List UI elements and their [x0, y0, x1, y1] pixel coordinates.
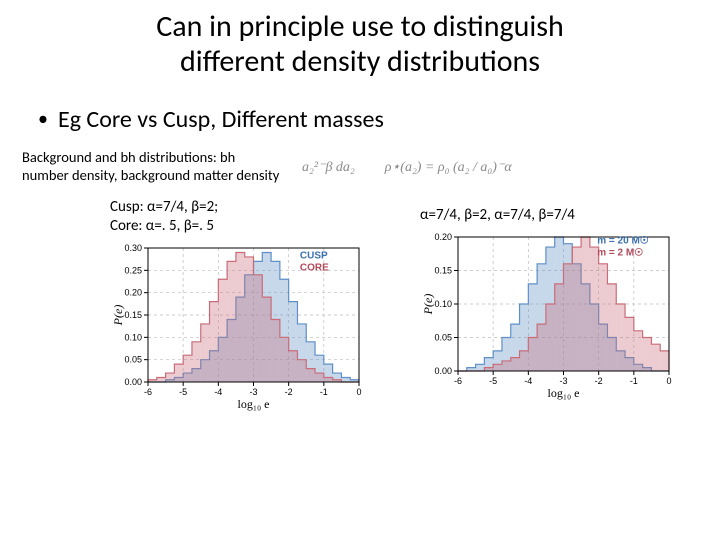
svg-text:-5: -5: [489, 376, 497, 386]
bullet-text: Eg Core vs Cusp, Different masses: [58, 105, 384, 134]
slide-title: Can in principle use to distinguish diff…: [0, 0, 720, 87]
svg-text:-2: -2: [285, 387, 293, 397]
svg-text:0.00: 0.00: [434, 366, 452, 376]
notes-and-formula-row: Background and bh distributions: bh numb…: [0, 134, 720, 184]
svg-text:0: 0: [666, 376, 671, 386]
svg-text:0.05: 0.05: [124, 354, 142, 364]
svg-text:0: 0: [356, 387, 361, 397]
svg-text:P(e): P(e): [111, 304, 125, 326]
svg-text:log₁₀ e: log₁₀ e: [547, 386, 579, 400]
svg-text:-2: -2: [595, 376, 603, 386]
svg-text:0.15: 0.15: [434, 266, 452, 276]
left-chart-caption: Cusp: α=7/4, β=2; Core: α=. 5, β=. 5: [110, 198, 380, 236]
svg-text:0.20: 0.20: [124, 287, 142, 297]
left-chart: -6 -5 -4 -3 -2 -1 0 0.00 0.05 0.10 0.15 0.20 0.25 0.3…: [110, 242, 365, 412]
svg-text:P(e): P(e): [421, 294, 435, 316]
bullet-icon: •: [38, 105, 48, 133]
left-chart-caption-line2: Core: α=. 5, β=. 5: [110, 217, 214, 235]
svg-text:-6: -6: [144, 387, 152, 397]
title-line-2: different density distributions: [180, 43, 540, 80]
background-note: Background and bh distributions: bh numb…: [22, 148, 282, 184]
svg-text:-6: -6: [454, 376, 462, 386]
svg-text:-5: -5: [179, 387, 187, 397]
left-chart-caption-line1: Cusp: α=7/4, β=2;: [110, 198, 218, 216]
right-chart: -6 -5 -4 -3 -2 -1 0 0.00 0.05 0.10 0.15 0.20 log₁₀ e…: [420, 231, 675, 401]
svg-text:0.30: 0.30: [124, 243, 142, 253]
charts-row: Cusp: α=7/4, β=2; Core: α=. 5, β=. 5 -6-…: [0, 184, 720, 412]
svg-text:0.20: 0.20: [434, 232, 452, 242]
svg-text:0.05: 0.05: [434, 333, 452, 343]
bullet-item: • Eg Core vs Cusp, Different masses: [0, 87, 720, 134]
svg-text:-4: -4: [214, 387, 222, 397]
right-chart-block: α=7/4, β=2, α=7/4, β=7/4 -6 -5 -4 -3 -2 -1 0 0.…: [420, 198, 690, 412]
svg-text:0.15: 0.15: [124, 310, 142, 320]
formula-2: ρ⋆(a₂) = ρ₀ (a₂ / a₀)⁻α: [385, 159, 512, 176]
svg-text:0.10: 0.10: [434, 299, 452, 309]
svg-text:-1: -1: [320, 387, 328, 397]
svg-text:-1: -1: [630, 376, 638, 386]
svg-text:-4: -4: [524, 376, 532, 386]
svg-text:CUSP: CUSP: [300, 250, 328, 261]
right-chart-caption: α=7/4, β=2, α=7/4, β=7/4: [420, 198, 690, 225]
svg-text:-3: -3: [249, 387, 257, 397]
svg-text:-3: -3: [559, 376, 567, 386]
svg-text:m = 2 M☉: m = 2 M☉: [597, 248, 643, 259]
left-chart-block: Cusp: α=7/4, β=2; Core: α=. 5, β=. 5 -6-…: [110, 198, 380, 412]
svg-text:0.25: 0.25: [124, 265, 142, 275]
title-line-1: Can in principle use to distinguish: [156, 8, 563, 45]
svg-text:0.10: 0.10: [124, 332, 142, 342]
right-chart-caption-text: α=7/4, β=2, α=7/4, β=7/4: [420, 206, 575, 224]
svg-text:log₁₀ e: log₁₀ e: [237, 397, 269, 411]
svg-text:CORE: CORE: [300, 262, 329, 273]
svg-text:m = 20 M☉: m = 20 M☉: [597, 236, 649, 247]
formula-block: a₂²⁻β da₂ ρ⋆(a₂) = ρ₀ (a₂ / a₀)⁻α: [302, 148, 512, 184]
formula-1: a₂²⁻β da₂: [302, 159, 355, 176]
svg-text:0.00: 0.00: [124, 377, 142, 387]
